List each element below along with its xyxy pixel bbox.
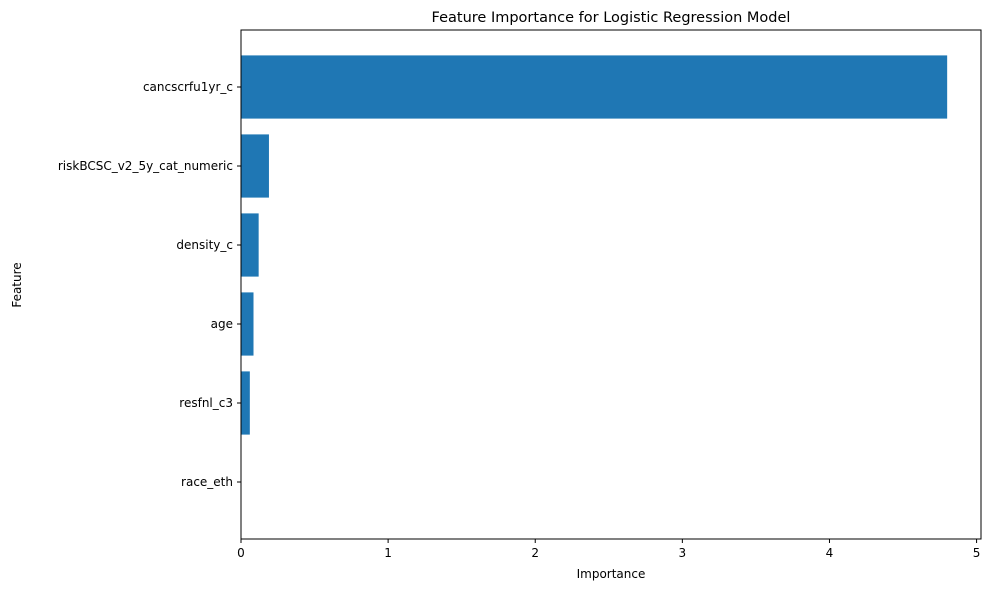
y-tick-label: race_eth <box>181 475 233 489</box>
y-axis-label: Feature <box>10 262 24 307</box>
x-tick-label: 5 <box>973 546 981 560</box>
bars-group <box>241 55 948 435</box>
bar-density_c <box>241 213 259 277</box>
y-tick-label: density_c <box>176 238 233 252</box>
x-tick-label: 0 <box>237 546 245 560</box>
chart-title: Feature Importance for Logistic Regressi… <box>432 10 791 26</box>
y-tick-label: resfnl_c3 <box>179 396 233 410</box>
x-axis-label: Importance <box>577 567 646 581</box>
plot-frame <box>240 29 982 540</box>
bar-cancscrfu1yr_c <box>241 55 948 119</box>
y-ticks-group: cancscrfu1yr_c riskBCSC_v2_5y_cat_numeric… <box>58 80 241 489</box>
y-tick-label: riskBCSC_v2_5y_cat_numeric <box>58 159 233 173</box>
x-tick-label: 1 <box>384 546 392 560</box>
y-tick-label: age <box>211 317 233 331</box>
x-tick-label: 4 <box>826 546 834 560</box>
bar-age <box>241 292 254 356</box>
bar-resfnl_c3 <box>241 371 250 435</box>
x-tick-label: 3 <box>679 546 687 560</box>
x-ticks-group: 0 1 2 3 4 5 <box>237 539 980 560</box>
y-tick-label: cancscrfu1yr_c <box>143 80 233 94</box>
bar-riskBCSC_v2_5y_cat_numeric <box>241 134 269 198</box>
x-tick-label: 2 <box>531 546 539 560</box>
